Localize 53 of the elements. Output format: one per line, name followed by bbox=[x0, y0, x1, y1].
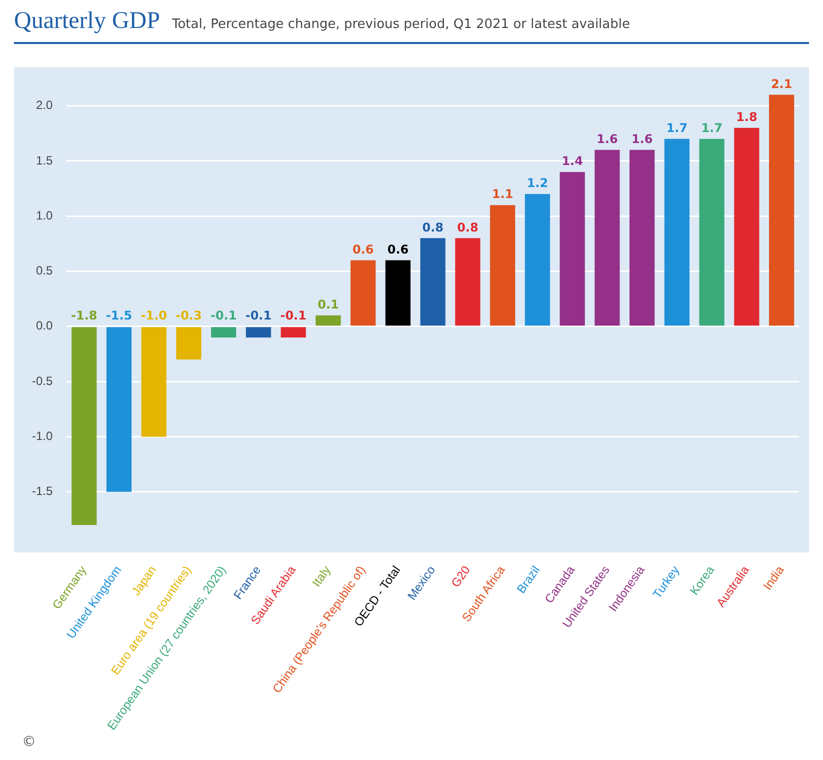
data-label: -0.1 bbox=[210, 308, 237, 323]
y-tick-label: 2.0 bbox=[36, 98, 53, 112]
text: © bbox=[22, 734, 36, 750]
data-label: 2.1 bbox=[770, 76, 792, 91]
bar bbox=[664, 138, 690, 326]
data-label: 0.6 bbox=[387, 242, 409, 256]
data-label: -1.0 bbox=[140, 308, 167, 323]
y-tick-label: 1.0 bbox=[36, 208, 53, 222]
bar bbox=[72, 327, 97, 525]
bar bbox=[141, 327, 166, 437]
bar bbox=[594, 150, 620, 326]
data-label: 1.7 bbox=[701, 121, 722, 136]
bar bbox=[246, 327, 272, 338]
data-label: -1.5 bbox=[106, 308, 132, 323]
data-label: 0.1 bbox=[318, 298, 339, 312]
y-tick-label: 0.5 bbox=[36, 264, 53, 278]
chart-subtitle: Total, Percentage change, previous period, Q1 2021 or latest available bbox=[172, 17, 630, 32]
data-label: 1.2 bbox=[526, 176, 548, 190]
y-tick-label: -1.0 bbox=[32, 429, 53, 444]
bar bbox=[420, 238, 446, 326]
bar bbox=[455, 238, 480, 326]
data-label: 1.4 bbox=[562, 154, 583, 168]
bar bbox=[280, 327, 306, 338]
data-label: -0.3 bbox=[176, 308, 202, 323]
data-label: 1.1 bbox=[492, 187, 514, 202]
bar bbox=[211, 327, 236, 338]
bar bbox=[524, 194, 550, 326]
bar bbox=[106, 327, 132, 492]
data-label: 1.6 bbox=[631, 132, 653, 146]
bar bbox=[350, 260, 376, 326]
chart-title: Quarterly GDP bbox=[14, 8, 160, 35]
data-label: 1.7 bbox=[666, 121, 688, 136]
y-tick-label: -1.5 bbox=[32, 484, 53, 498]
bar bbox=[699, 138, 724, 326]
y-tick-label: 0.0 bbox=[36, 318, 53, 333]
data-label: 1.8 bbox=[736, 110, 758, 124]
data-label: 0.6 bbox=[352, 242, 374, 256]
data-label: 0.8 bbox=[457, 220, 478, 234]
data-label: 0.8 bbox=[422, 220, 444, 234]
bar bbox=[560, 172, 585, 326]
data-label: -0.1 bbox=[280, 308, 306, 323]
bar bbox=[316, 315, 341, 326]
bar bbox=[734, 128, 760, 326]
bar bbox=[630, 150, 655, 326]
bar bbox=[490, 205, 516, 326]
y-tick-label: 1.5 bbox=[36, 153, 53, 168]
bar bbox=[176, 327, 202, 360]
bar bbox=[769, 94, 794, 326]
y-tick-label: -0.5 bbox=[32, 374, 53, 388]
bar bbox=[385, 260, 411, 326]
data-label: -1.8 bbox=[70, 308, 98, 323]
data-label: 1.6 bbox=[596, 132, 618, 146]
data-label: -0.1 bbox=[245, 308, 272, 323]
